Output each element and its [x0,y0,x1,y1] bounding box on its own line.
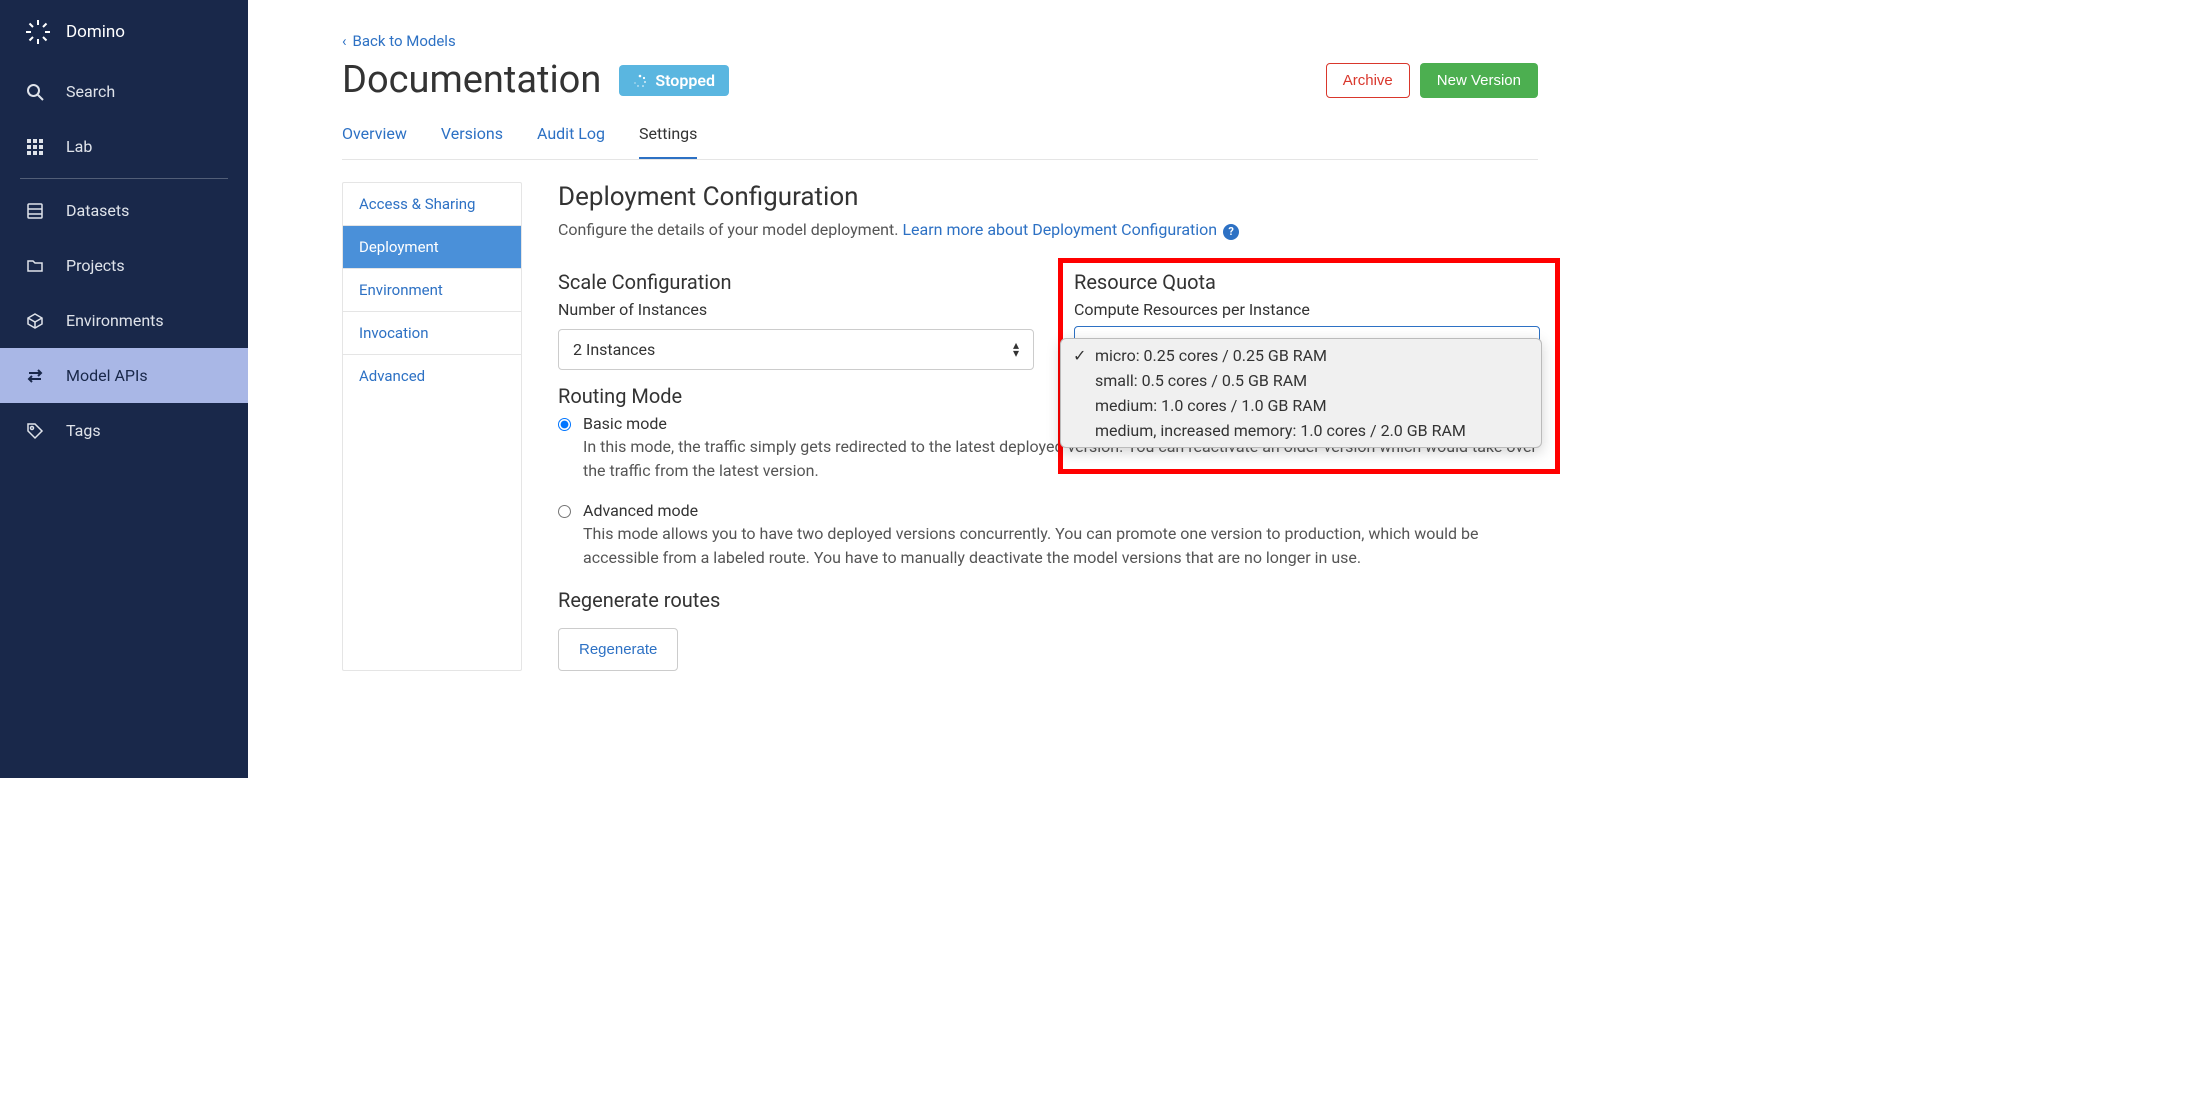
sidebar-item-label: Lab [66,137,92,156]
settings-side-menu: Access & Sharing Deployment Environment … [342,182,522,671]
database-icon [26,202,44,220]
learn-more-link[interactable]: Learn more about Deployment Configuratio… [902,220,1217,239]
desc-prefix: Configure the details of your model depl… [558,220,902,239]
new-version-button[interactable]: New Version [1420,63,1538,98]
dropdown-item[interactable]: medium: 1.0 cores / 1.0 GB RAM [1061,393,1541,418]
regenerate-routes-title: Regenerate routes [558,588,1538,612]
side-menu-advanced[interactable]: Advanced [343,355,521,397]
side-menu-access-sharing[interactable]: Access & Sharing [343,183,521,226]
routing-advanced-label: Advanced mode [583,501,1538,520]
routing-basic-radio[interactable] [558,418,571,431]
sidebar-item-label: Environments [66,311,164,330]
header-actions: Archive New Version [1326,63,1538,98]
sidebar-item-label: Search [66,82,115,101]
deployment-config-desc: Configure the details of your model depl… [558,220,1538,240]
sidebar-item-environments[interactable]: Environments [0,293,248,348]
sidebar: Domino Search Lab Datasets Projects Envi… [0,0,248,778]
dropdown-item[interactable]: medium, increased memory: 1.0 cores / 2.… [1061,418,1541,443]
folder-icon [26,257,44,275]
chevron-left-icon: ‹ [342,32,347,50]
deployment-config-panel: Deployment Configuration Configure the d… [558,182,1538,671]
swap-icon [26,367,44,385]
sidebar-item-label: Model APIs [66,366,148,385]
instances-label: Number of Instances [558,300,1538,319]
routing-advanced-desc: This mode allows you to have two deploye… [583,522,1538,570]
archive-button[interactable]: Archive [1326,63,1410,98]
grid-icon [26,138,44,156]
tab-overview[interactable]: Overview [342,114,407,159]
dropdown-item[interactable]: micro: 0.25 cores / 0.25 GB RAM [1061,343,1541,368]
brand-logo-icon [24,18,52,46]
settings-content: Access & Sharing Deployment Environment … [342,182,1538,671]
instances-value: 2 Instances [573,340,655,359]
dropdown-item[interactable]: small: 0.5 cores / 0.5 GB RAM [1061,368,1541,393]
deployment-config-title: Deployment Configuration [558,182,1538,212]
sidebar-divider [20,178,228,179]
routing-advanced-option[interactable]: Advanced mode This mode allows you to ha… [558,501,1538,570]
config-columns: Scale Configuration Number of Instances … [558,270,1538,671]
sidebar-item-search[interactable]: Search [0,64,248,119]
side-menu-invocation[interactable]: Invocation [343,312,521,355]
tab-versions[interactable]: Versions [441,114,503,159]
resource-quota-dropdown[interactable]: micro: 0.25 cores / 0.25 GB RAM small: 0… [1060,338,1542,448]
brand: Domino [0,0,248,64]
tab-audit-log[interactable]: Audit Log [537,114,605,159]
regenerate-button[interactable]: Regenerate [558,628,678,671]
sidebar-item-label: Tags [66,421,101,440]
status-text: Stopped [655,71,715,90]
spinner-icon [633,73,647,87]
page-title: Documentation [342,58,601,102]
instances-select[interactable]: 2 Instances ▴▾ [558,329,1034,370]
page-header: Documentation Stopped Archive New Versio… [342,58,1538,102]
sidebar-item-datasets[interactable]: Datasets [0,183,248,238]
brand-name: Domino [66,22,125,42]
resource-quota-label: Compute Resources per Instance [1074,300,1310,319]
back-to-models-link[interactable]: ‹ Back to Models [342,32,456,50]
sidebar-item-tags[interactable]: Tags [0,403,248,458]
quota-column: Resource Quota Compute Resources per Ins… [1074,270,1310,329]
sidebar-item-model-apis[interactable]: Model APIs [0,348,248,403]
scale-config-title: Scale Configuration [558,270,1538,294]
side-menu-deployment[interactable]: Deployment [343,226,521,269]
routing-advanced-radio[interactable] [558,505,571,518]
tag-icon [26,422,44,440]
status-badge: Stopped [619,65,729,96]
sidebar-item-lab[interactable]: Lab [0,119,248,174]
search-icon [26,83,44,101]
help-icon[interactable]: ? [1223,224,1239,240]
main-content: ‹ Back to Models Documentation Stopped A… [248,0,1556,778]
tab-settings[interactable]: Settings [639,114,697,159]
sidebar-item-label: Projects [66,256,125,275]
resource-quota-title: Resource Quota [1074,270,1310,294]
back-link-text: Back to Models [353,32,456,50]
sidebar-item-label: Datasets [66,201,129,220]
sidebar-item-projects[interactable]: Projects [0,238,248,293]
cube-icon [26,312,44,330]
select-caret-icon: ▴▾ [1013,341,1019,357]
tabs: Overview Versions Audit Log Settings [342,114,1538,160]
side-menu-environment[interactable]: Environment [343,269,521,312]
